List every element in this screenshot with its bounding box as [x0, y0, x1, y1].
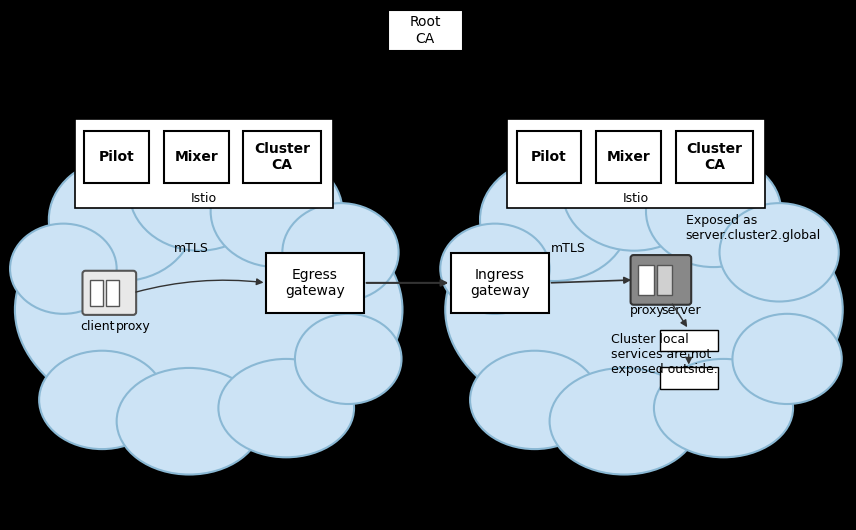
FancyBboxPatch shape [657, 265, 672, 295]
FancyBboxPatch shape [388, 10, 462, 51]
Text: client: client [80, 320, 115, 333]
Text: Mixer: Mixer [175, 149, 218, 164]
FancyBboxPatch shape [243, 131, 321, 182]
Text: Istio: Istio [191, 192, 217, 205]
Ellipse shape [445, 187, 843, 432]
Text: Cluster local
services are not
exposed outside.: Cluster local services are not exposed o… [611, 333, 718, 376]
FancyBboxPatch shape [631, 255, 691, 305]
Ellipse shape [470, 351, 599, 449]
Ellipse shape [39, 351, 165, 449]
FancyBboxPatch shape [90, 280, 103, 306]
Ellipse shape [295, 314, 401, 404]
Ellipse shape [654, 359, 793, 457]
Text: mTLS: mTLS [551, 242, 586, 254]
FancyBboxPatch shape [597, 131, 661, 182]
Text: Cluster
CA: Cluster CA [254, 142, 310, 172]
FancyBboxPatch shape [639, 265, 654, 295]
Text: Istio: Istio [623, 192, 649, 205]
FancyBboxPatch shape [82, 271, 136, 315]
FancyBboxPatch shape [660, 330, 717, 351]
Text: Ingress
gateway: Ingress gateway [470, 268, 530, 298]
Ellipse shape [10, 224, 116, 314]
FancyBboxPatch shape [507, 119, 765, 208]
FancyBboxPatch shape [74, 119, 333, 208]
Ellipse shape [218, 359, 354, 457]
FancyBboxPatch shape [675, 131, 753, 182]
Ellipse shape [282, 203, 399, 302]
Text: Exposed as
server.cluster2.global: Exposed as server.cluster2.global [686, 214, 821, 242]
Text: Pilot: Pilot [532, 149, 567, 164]
FancyBboxPatch shape [266, 253, 364, 313]
FancyBboxPatch shape [660, 367, 717, 389]
Text: Root
CA: Root CA [410, 15, 441, 46]
Text: Pilot: Pilot [99, 149, 134, 164]
Ellipse shape [15, 187, 402, 432]
Ellipse shape [550, 368, 698, 474]
Ellipse shape [733, 314, 841, 404]
Ellipse shape [720, 203, 839, 302]
Text: proxy: proxy [116, 320, 151, 333]
Text: mTLS: mTLS [175, 242, 209, 254]
Ellipse shape [562, 132, 705, 251]
Ellipse shape [480, 158, 629, 281]
FancyBboxPatch shape [106, 280, 119, 306]
FancyBboxPatch shape [451, 253, 549, 313]
Text: Cluster
CA: Cluster CA [687, 142, 742, 172]
Ellipse shape [129, 132, 269, 251]
Ellipse shape [440, 224, 550, 314]
Text: proxy: proxy [630, 304, 664, 317]
Text: server: server [661, 304, 700, 317]
Ellipse shape [116, 368, 262, 474]
Ellipse shape [646, 156, 782, 267]
FancyBboxPatch shape [164, 131, 229, 182]
Text: Mixer: Mixer [607, 149, 651, 164]
FancyBboxPatch shape [517, 131, 581, 182]
Text: Egress
gateway: Egress gateway [285, 268, 345, 298]
Ellipse shape [49, 158, 194, 281]
FancyBboxPatch shape [85, 131, 149, 182]
Ellipse shape [211, 156, 342, 267]
